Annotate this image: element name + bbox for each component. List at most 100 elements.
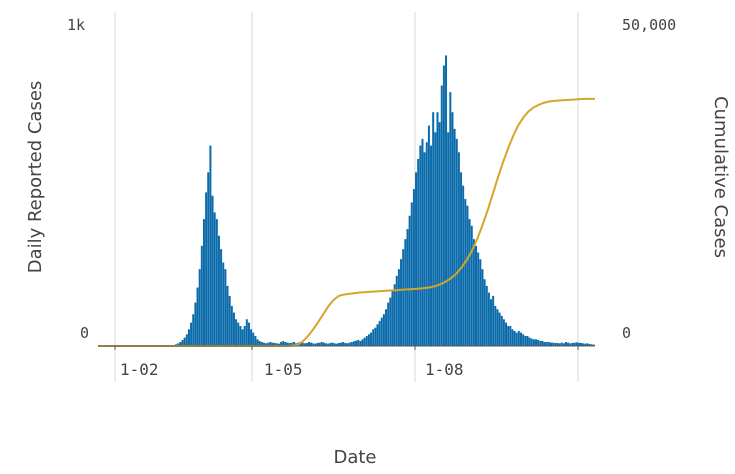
bar (530, 338, 533, 346)
bar (376, 324, 379, 346)
bar (582, 343, 585, 346)
bar (393, 284, 396, 346)
bar (412, 189, 415, 346)
bar (220, 249, 223, 346)
bar (494, 305, 497, 346)
bar (265, 343, 268, 346)
bar (545, 341, 548, 346)
y-right-tick-zero: 0 (622, 324, 631, 342)
bar (496, 309, 499, 346)
bar (217, 235, 220, 346)
bar (477, 252, 480, 346)
bar (442, 65, 445, 346)
bar (490, 299, 493, 346)
bar (307, 341, 310, 346)
bar (449, 92, 452, 346)
bar (292, 341, 295, 346)
bar (224, 269, 227, 346)
y-left-tick-top: 1k (67, 16, 85, 34)
bar (550, 342, 552, 346)
bar (187, 329, 190, 346)
bar (507, 325, 510, 346)
bar (547, 341, 550, 346)
bar (586, 343, 589, 346)
bar (192, 314, 195, 346)
y-right-tick-top: 50,000 (622, 16, 676, 34)
bar (205, 192, 208, 346)
bar (190, 322, 193, 346)
bar (532, 339, 535, 346)
bar (301, 342, 304, 346)
bar (320, 341, 323, 346)
bar (573, 342, 576, 346)
bar (481, 269, 484, 346)
bar (560, 342, 563, 346)
bar (316, 342, 319, 346)
bar (408, 215, 411, 346)
bar (543, 341, 546, 346)
bar (592, 344, 595, 346)
bar (502, 319, 505, 346)
bar (230, 305, 233, 346)
bar (370, 332, 373, 346)
bar (552, 342, 555, 346)
bar (355, 340, 358, 346)
bar (288, 342, 291, 346)
bar (325, 343, 328, 346)
bar (198, 269, 201, 346)
bar (515, 332, 518, 346)
bar (284, 341, 287, 346)
bar (470, 225, 473, 346)
bar (372, 329, 375, 346)
daily-cases-bars (166, 55, 595, 347)
bar (312, 343, 315, 346)
bar (367, 334, 370, 346)
bar (590, 344, 593, 346)
bar (333, 343, 336, 346)
bar (528, 337, 531, 346)
bar (202, 219, 205, 346)
bar (280, 341, 283, 346)
bar (440, 85, 443, 346)
bar (526, 335, 529, 346)
bar (228, 295, 231, 346)
bar (556, 342, 559, 346)
bar (340, 342, 343, 346)
bar (357, 339, 360, 346)
bar (487, 292, 490, 346)
bar (342, 341, 345, 346)
bar (505, 322, 508, 346)
bar (250, 329, 253, 346)
bar (361, 339, 364, 346)
bar (453, 128, 456, 346)
bar (269, 341, 272, 346)
bar (415, 172, 418, 346)
bar (331, 342, 334, 346)
bar (179, 341, 182, 346)
bar (382, 314, 385, 346)
gridlines (114, 12, 579, 382)
bar (282, 340, 285, 346)
bar (262, 342, 265, 346)
bar (200, 245, 203, 346)
bar (562, 343, 565, 346)
bar (177, 343, 180, 346)
bar (565, 341, 567, 346)
bar (580, 342, 582, 346)
bar (209, 145, 212, 346)
bar (327, 343, 330, 346)
cumulative-line-layer (98, 97, 595, 347)
bar (359, 340, 362, 346)
bar (427, 125, 430, 346)
bar (421, 138, 424, 346)
bar (511, 329, 514, 346)
y-left-axis-label: Daily Reported Cases (25, 81, 46, 274)
bar (314, 343, 317, 346)
bar (252, 332, 255, 346)
bar (539, 340, 542, 346)
bar (350, 341, 353, 346)
bar (402, 249, 405, 346)
bar (513, 330, 516, 346)
bar (419, 145, 422, 346)
bar (207, 172, 210, 346)
